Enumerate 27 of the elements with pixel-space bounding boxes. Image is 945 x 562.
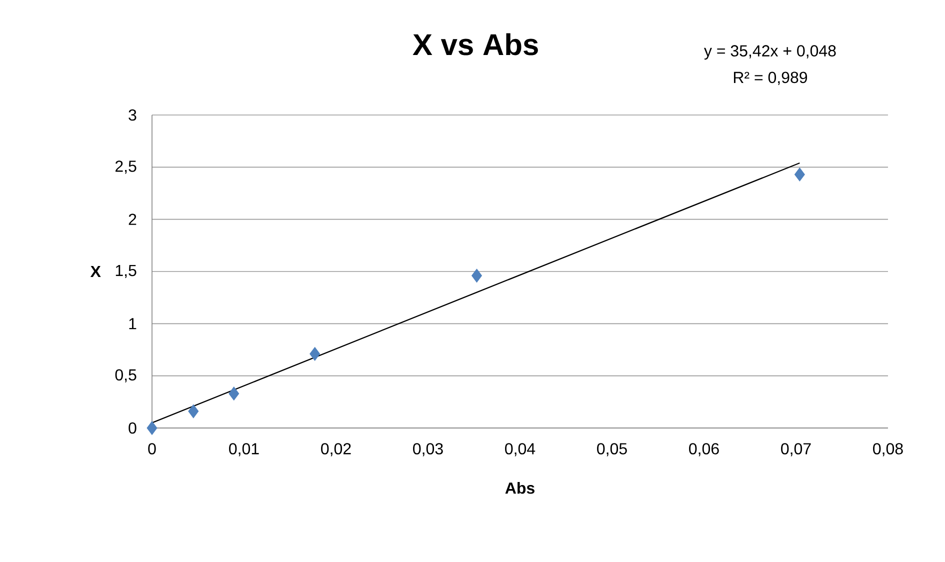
point [472, 268, 482, 282]
y-tick-label: 0 [128, 422, 136, 434]
y-tick-label: 2 [128, 214, 136, 225]
x-tick-label: 0,07 [781, 443, 811, 456]
text: R² = 0,989 [734, 72, 808, 85]
point [794, 168, 805, 182]
y-tick-label: 1,5 [116, 264, 136, 278]
x-tick-label: 0,04 [505, 443, 536, 456]
x-tick-label: 0,05 [597, 443, 627, 456]
point [188, 404, 199, 418]
y-tick-label: 3 [128, 109, 136, 121]
point [146, 421, 158, 435]
y-tick-label: 1 [129, 318, 136, 330]
y-tick-label: 2,5 [116, 160, 136, 174]
x-tick-label: 0 [148, 443, 156, 454]
chart-title: X vs Abs [412, 33, 538, 56]
x-tick-label: 0,01 [229, 443, 259, 456]
x-tick-label: 0,08 [873, 443, 903, 456]
y-axis-title: X [90, 266, 101, 278]
point [228, 386, 240, 400]
y-tick-label: 0,5 [115, 369, 136, 382]
text: y = 35,42x + 0,048 [704, 45, 836, 60]
x-tick-label: 0,03 [413, 443, 443, 456]
point [310, 347, 320, 361]
x-tick-label: 0,06 [689, 443, 719, 456]
x-axis-title: Abs [505, 482, 534, 494]
x-tick-label: 0,02 [321, 443, 351, 456]
